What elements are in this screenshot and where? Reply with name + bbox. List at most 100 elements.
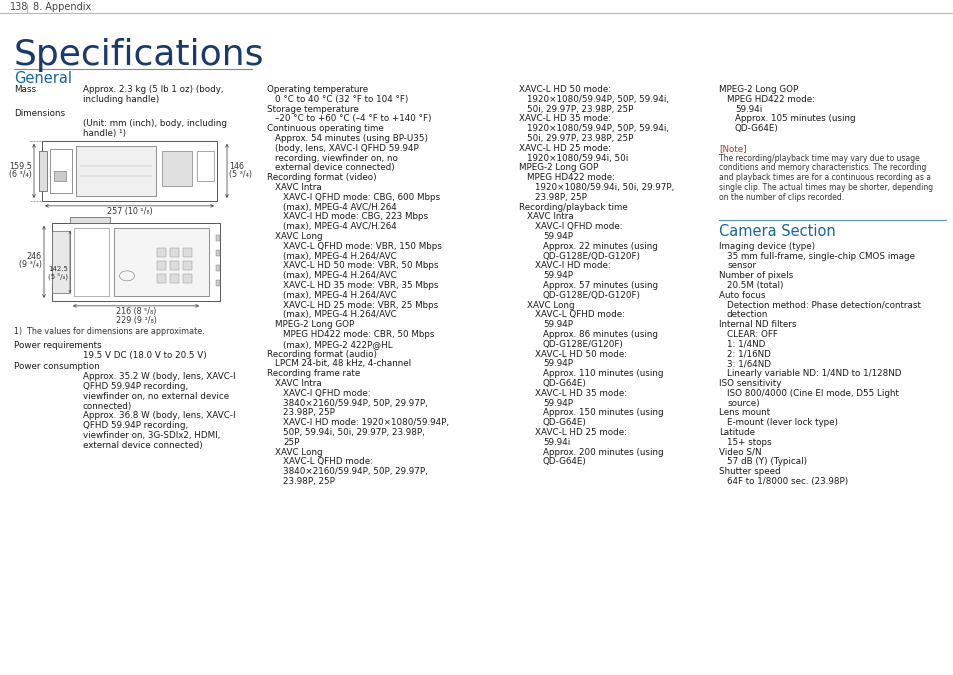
Text: Approx. 86 minutes (using: Approx. 86 minutes (using [542,330,658,339]
Text: Camera Section: Camera Section [719,224,835,239]
Text: and playback times are for a continuous recording as a: and playback times are for a continuous … [719,173,930,182]
Text: 3840×2160/59.94P, 50P, 29.97P,: 3840×2160/59.94P, 50P, 29.97P, [283,399,427,408]
Text: Approx. 57 minutes (using: Approx. 57 minutes (using [542,281,658,290]
Bar [54,171,66,181]
Bar [50,149,71,193]
Text: 2: 1/16ND: 2: 1/16ND [726,350,770,358]
Text: XAVC-L HD 35 mode:: XAVC-L HD 35 mode: [535,389,626,398]
Text: 19.5 V DC (18.0 V to 20.5 V): 19.5 V DC (18.0 V to 20.5 V) [83,350,207,360]
Text: MPEG-2 Long GOP: MPEG-2 Long GOP [518,163,598,172]
Text: Linearly variable ND: 1/4ND to 1/128ND: Linearly variable ND: 1/4ND to 1/128ND [726,369,901,378]
Text: Storage temperature: Storage temperature [267,105,358,113]
Text: 59.94P: 59.94P [542,232,573,241]
Text: (max), MPEG-4 H.264/AVC: (max), MPEG-4 H.264/AVC [283,252,396,261]
Bar [157,261,166,270]
Text: 23.98P, 25P: 23.98P, 25P [283,408,335,417]
Text: MPEG HD422 mode:: MPEG HD422 mode: [526,173,615,182]
Text: on the number of clips recorded.: on the number of clips recorded. [719,193,843,202]
Text: MPEG HD422 mode:: MPEG HD422 mode: [726,95,814,104]
Text: (max), MPEG-2 422P@HL: (max), MPEG-2 422P@HL [283,340,393,349]
Text: 1920×1080/59.94i, 50i, 29.97P,: 1920×1080/59.94i, 50i, 29.97P, [535,183,674,192]
Text: 64F to 1/8000 sec. (23.98P): 64F to 1/8000 sec. (23.98P) [726,477,847,486]
Bar [157,248,166,257]
Text: 142.5: 142.5 [48,265,68,271]
Bar [183,274,192,283]
Text: 3840×2160/59.94P, 50P, 29.97P,: 3840×2160/59.94P, 50P, 29.97P, [283,467,427,476]
Text: XAVC Long: XAVC Long [274,448,322,456]
Text: 1: 1/4ND: 1: 1/4ND [726,340,764,349]
Bar [70,217,110,223]
Text: MPEG HD422 mode: CBR, 50 Mbps: MPEG HD422 mode: CBR, 50 Mbps [283,330,434,339]
Text: Approx. 22 minutes (using: Approx. 22 minutes (using [542,242,658,251]
Bar [215,235,220,241]
Text: 257 (10 ¹/₈): 257 (10 ¹/₈) [107,207,152,216]
Text: General: General [14,71,71,86]
Bar [215,265,220,271]
Text: XAVC-L HD 25 mode:: XAVC-L HD 25 mode: [535,428,626,437]
Text: XAVC-L HD 50 mode:: XAVC-L HD 50 mode: [535,350,626,358]
Text: Lens mount: Lens mount [719,408,769,417]
Text: 25P: 25P [283,438,299,447]
Text: 57 dB (Y) (Typical): 57 dB (Y) (Typical) [726,458,806,466]
Text: E-mount (lever lock type): E-mount (lever lock type) [726,418,837,427]
Text: (max), MPEG-4 AVC/H.264: (max), MPEG-4 AVC/H.264 [283,202,396,211]
Text: Recording format (audio): Recording format (audio) [267,350,376,358]
Text: CLEAR: OFF: CLEAR: OFF [726,330,777,339]
Bar [170,274,179,283]
Text: 59.94P: 59.94P [542,359,573,369]
Text: –20 °C to +60 °C (–4 °F to +140 °F): –20 °C to +60 °C (–4 °F to +140 °F) [274,114,431,124]
Text: XAVC-L HD 35 mode: VBR, 35 Mbps: XAVC-L HD 35 mode: VBR, 35 Mbps [283,281,438,290]
Text: 229 (9 ¹/₈): 229 (9 ¹/₈) [115,316,156,325]
Bar [215,280,220,286]
Text: Approx. 200 minutes (using: Approx. 200 minutes (using [542,448,663,456]
Text: XAVC-I HD mode: CBG, 223 Mbps: XAVC-I HD mode: CBG, 223 Mbps [283,213,428,221]
Text: Latitude: Latitude [719,428,754,437]
Text: Approx. 105 minutes (using: Approx. 105 minutes (using [734,114,855,124]
Text: recording, viewfinder on, no: recording, viewfinder on, no [274,154,397,163]
Text: (body, lens, XAVC-I QFHD 59.94P: (body, lens, XAVC-I QFHD 59.94P [274,144,418,153]
Text: XAVC-L HD 35 mode:: XAVC-L HD 35 mode: [518,114,611,124]
Text: Specifications: Specifications [14,38,264,72]
Text: 59.94P: 59.94P [542,271,573,280]
Text: Approx. 110 minutes (using: Approx. 110 minutes (using [542,369,662,378]
Text: (Unit: mm (inch), body, including: (Unit: mm (inch), body, including [83,119,227,128]
Text: LPCM 24-bit, 48 kHz, 4-channel: LPCM 24-bit, 48 kHz, 4-channel [274,359,411,369]
Text: handle) ¹): handle) ¹) [83,129,126,138]
Text: ISO 800/4000 (Cine EI mode, D55 Light: ISO 800/4000 (Cine EI mode, D55 Light [726,389,898,398]
Text: XAVC-I QFHD mode:: XAVC-I QFHD mode: [283,389,370,398]
Bar [170,248,179,257]
Text: (max), MPEG-4 H.264/AVC: (max), MPEG-4 H.264/AVC [283,271,396,280]
Text: 23.98P, 25P: 23.98P, 25P [535,193,586,202]
Text: 20.5M (total): 20.5M (total) [726,281,782,290]
Text: XAVC-I HD mode:: XAVC-I HD mode: [535,261,610,271]
Text: 159.5: 159.5 [10,163,32,171]
Text: viewfinder on, no external device: viewfinder on, no external device [83,392,229,401]
Text: 15+ stops: 15+ stops [726,438,771,447]
Text: XAVC-L HD 25 mode:: XAVC-L HD 25 mode: [518,144,610,153]
Text: (max), MPEG-4 AVC/H.264: (max), MPEG-4 AVC/H.264 [283,222,396,232]
Text: Recording format (video): Recording format (video) [267,173,376,182]
Text: QD-G128E/QD-G120F): QD-G128E/QD-G120F) [542,291,640,300]
Text: XAVC Intra: XAVC Intra [274,379,321,388]
Text: XAVC Intra: XAVC Intra [274,183,321,192]
Text: external device connected): external device connected) [274,163,395,172]
Bar [183,261,192,270]
Text: 59.94P: 59.94P [542,320,573,329]
Text: Internal ND filters: Internal ND filters [719,320,796,329]
Text: ISO sensitivity: ISO sensitivity [719,379,781,388]
Text: 23.98P, 25P: 23.98P, 25P [283,477,335,486]
Text: 216 (8 ⁵/₈): 216 (8 ⁵/₈) [115,307,156,316]
Text: viewfinder on, 3G-SDIx2, HDMI,: viewfinder on, 3G-SDIx2, HDMI, [83,431,220,440]
Text: 246: 246 [27,252,42,261]
Bar [170,261,179,270]
Bar [52,231,70,293]
Text: 0 °C to 40 °C (32 °F to 104 °F): 0 °C to 40 °C (32 °F to 104 °F) [274,95,408,104]
Text: external device connected): external device connected) [83,441,203,450]
Text: QD-G128E/QD-G120F): QD-G128E/QD-G120F) [542,252,640,261]
Text: 59.94i: 59.94i [542,438,570,447]
Bar [157,274,166,283]
Text: Imaging device (type): Imaging device (type) [719,242,814,251]
Text: Mass: Mass [14,85,36,94]
Text: 1)  The values for dimensions are approximate.: 1) The values for dimensions are approxi… [14,327,205,336]
Text: XAVC-L HD 50 mode: VBR, 50 Mbps: XAVC-L HD 50 mode: VBR, 50 Mbps [283,261,438,271]
